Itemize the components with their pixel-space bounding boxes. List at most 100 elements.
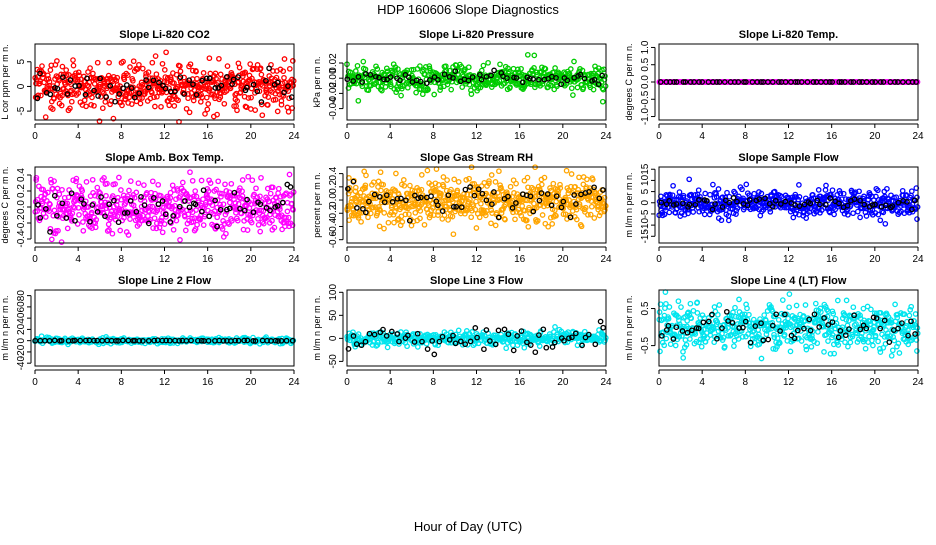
minute-point [81, 220, 85, 224]
minute-point [814, 301, 818, 305]
minute-point [452, 177, 456, 181]
x-tick-label: 24 [912, 254, 924, 265]
minute-point [378, 170, 382, 174]
minute-point [572, 59, 576, 63]
x-tick-label: 12 [471, 131, 483, 142]
minute-point [809, 345, 813, 349]
panel-title: Slope Amb. Box Temp. [105, 152, 224, 164]
y-tick-label: 50 [328, 309, 339, 321]
minute-point [759, 356, 763, 360]
x-tick-label: 4 [75, 131, 81, 142]
x-tick-label: 4 [387, 254, 393, 265]
minute-point [195, 223, 199, 227]
minute-point [683, 338, 687, 342]
x-tick-label: 16 [826, 131, 838, 142]
minute-point [708, 193, 712, 197]
panel-ylabel: kPa per m n. [312, 56, 322, 107]
minute-point [347, 218, 351, 222]
x-tick-label: 24 [600, 254, 612, 265]
minute-point [703, 191, 707, 195]
minute-point [481, 63, 485, 67]
minute-point [592, 216, 596, 220]
minute-point [768, 210, 772, 214]
minute-point [207, 56, 211, 60]
minute-point [716, 187, 720, 191]
minute-point [413, 211, 417, 215]
point-layer [657, 290, 920, 361]
point-layer [345, 319, 608, 356]
y-tick-label: 0 [16, 83, 27, 89]
minute-point [128, 65, 132, 69]
minute-point [156, 183, 160, 187]
minute-point [151, 179, 155, 183]
x-tick-label: 20 [869, 254, 881, 265]
x-tick-label: 0 [32, 254, 38, 265]
hourly-point [598, 319, 602, 323]
y-tick-label: 0.2 [16, 184, 27, 198]
minute-point [110, 232, 114, 236]
minute-point [915, 217, 919, 221]
minute-point [382, 226, 386, 230]
panel-title: Slope Sample Flow [738, 152, 839, 164]
minute-point [697, 188, 701, 192]
minute-point [733, 306, 737, 310]
x-tick-label: 8 [119, 377, 125, 388]
y-tick-label: 0.4 [16, 168, 27, 182]
x-tick-label: 8 [119, 131, 125, 142]
panel-title: Slope Gas Stream RH [420, 152, 533, 164]
minute-point [277, 187, 281, 191]
minute-point [253, 108, 257, 112]
minute-point [843, 340, 847, 344]
minute-point [657, 310, 661, 314]
minute-point [420, 173, 424, 177]
minute-point [259, 72, 263, 76]
minute-point [386, 221, 390, 225]
x-tick-label: 24 [600, 131, 612, 142]
minute-point [237, 65, 241, 69]
minute-point [153, 54, 157, 58]
minute-point [663, 306, 667, 310]
minute-point [171, 228, 175, 232]
minute-point [823, 188, 827, 192]
minute-point [141, 66, 145, 70]
minute-point [286, 110, 290, 114]
minute-point [178, 69, 182, 73]
minute-point [445, 178, 449, 182]
minute-point [191, 179, 195, 183]
y-tick-label: 0 [16, 337, 27, 343]
x-tick-label: 8 [431, 131, 437, 142]
minute-point [824, 183, 828, 187]
minute-point [844, 298, 848, 302]
panel-title: Slope Li-820 Pressure [419, 29, 534, 41]
minute-point [878, 218, 882, 222]
minute-point [359, 220, 363, 224]
panel-ylabel: degrees C per m n. [0, 166, 10, 243]
minute-point [601, 100, 605, 104]
y-tick-label: 0.0 [16, 200, 27, 214]
x-tick-label: 8 [431, 254, 437, 265]
minute-point [526, 53, 530, 57]
x-tick-label: 24 [288, 377, 300, 388]
hourly-point [492, 68, 496, 72]
minute-point [104, 194, 108, 198]
minute-point [127, 188, 131, 192]
y-tick-label: -5 [16, 106, 27, 115]
x-tick-label: 16 [826, 254, 838, 265]
plot-frame [347, 290, 606, 366]
minute-point [803, 303, 807, 307]
minute-point [219, 72, 223, 76]
minute-point [851, 211, 855, 215]
minute-point [498, 62, 502, 66]
panel-title: Slope Li-820 CO2 [119, 29, 209, 41]
minute-point [55, 186, 59, 190]
x-tick-label: 4 [699, 254, 705, 265]
panel-ylabel: m l/m n per m n. [624, 172, 634, 237]
minute-point [137, 63, 141, 67]
minute-point [816, 330, 820, 334]
